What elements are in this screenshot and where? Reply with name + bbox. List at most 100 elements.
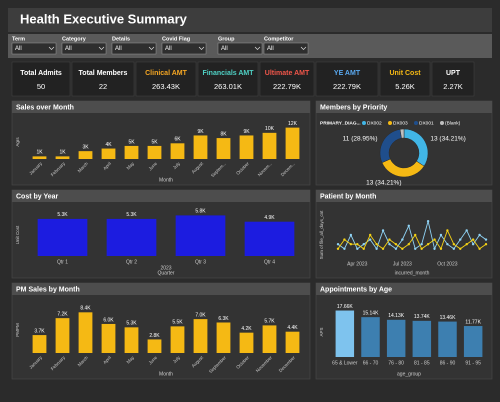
data-label: 13.46K [440, 315, 457, 321]
bar [412, 320, 432, 357]
filter-dropdown[interactable] [111, 42, 157, 55]
data-label: 5.3K [57, 212, 68, 218]
data-label: 7.0K [195, 312, 206, 318]
x-tick-label: 91 - 95 [465, 360, 481, 366]
bar [463, 326, 483, 357]
point [414, 247, 417, 250]
bar [55, 318, 70, 353]
point [459, 247, 462, 250]
x-tick-label: June [148, 355, 159, 366]
data-label: 1K [36, 150, 43, 156]
kpi-label: YE AMT [334, 70, 361, 77]
bar [438, 321, 457, 357]
point [426, 220, 430, 223]
bar [101, 148, 116, 159]
kpi-value: 263.01K [214, 82, 242, 91]
filter-dropdown[interactable] [161, 42, 207, 55]
bar [37, 218, 88, 256]
panel-title: Patient by Month [320, 193, 376, 200]
point [349, 243, 353, 246]
bar [239, 135, 254, 159]
x-tick-label: May [125, 354, 135, 364]
kpi-value: 22 [99, 82, 107, 91]
bar [244, 221, 295, 256]
y-axis-title: Unit Cost [15, 225, 20, 244]
data-label: 6.0K [103, 317, 114, 323]
filter-value: All [115, 46, 122, 52]
filter-dropdown[interactable] [263, 42, 309, 55]
data-label: 11.77K [465, 319, 481, 325]
legend-label: (Blank) [445, 120, 461, 126]
data-label: 4K [105, 142, 112, 148]
data-label: 1K [59, 150, 66, 156]
bar [78, 151, 93, 159]
kpi-label: Financials AMT [202, 70, 254, 77]
point [356, 243, 359, 246]
data-label: 4.4K [287, 325, 298, 331]
kpi-card [71, 61, 135, 97]
filter-dropdown[interactable] [217, 42, 263, 55]
point [446, 243, 449, 246]
kpi-value: 5.26K [395, 82, 415, 91]
bar [32, 335, 47, 353]
point [465, 243, 468, 246]
data-label: 3K [82, 144, 89, 150]
point [478, 233, 481, 237]
panel [315, 189, 493, 279]
point [484, 238, 488, 241]
filter-value: All [15, 46, 22, 52]
line [337, 221, 487, 251]
bar [361, 317, 380, 357]
x-tick-label: 66 - 70 [363, 360, 379, 366]
data-label: 13 (34.21%) [366, 180, 401, 187]
x-tick-label: June [148, 161, 159, 172]
point [394, 247, 398, 250]
kpi-value: 2.27K [443, 82, 463, 91]
x-axis-title: age_group [397, 371, 421, 377]
filter-dropdown[interactable] [11, 42, 57, 55]
data-label: 4.2K [241, 326, 252, 332]
panel-header [316, 283, 492, 295]
filter-dropdown[interactable] [61, 42, 107, 55]
bar [262, 132, 277, 159]
point [446, 229, 449, 232]
point [433, 247, 436, 250]
kpi-value: 222.79K [273, 82, 301, 91]
filter-label: Covid Flag [162, 36, 190, 42]
panel-header [316, 101, 492, 113]
kpi-value: 222.79K [333, 82, 361, 91]
x-tick-label: April [102, 161, 112, 171]
bar [101, 323, 116, 353]
point [478, 247, 481, 250]
line [337, 229, 487, 250]
x-tick-label: 86 - 90 [440, 360, 456, 366]
chevron [98, 46, 105, 50]
point [420, 243, 423, 246]
point [471, 243, 475, 246]
point [368, 233, 372, 237]
data-label: 5.5K [172, 320, 183, 326]
point [439, 233, 443, 237]
panel-header [12, 283, 310, 295]
x-axis-title: Month [159, 177, 173, 183]
data-label: 12K [288, 121, 298, 127]
bar [216, 138, 231, 159]
x-tick-label: Qtr 4 [264, 259, 275, 265]
panel-header [12, 190, 310, 202]
x-tick-label: 76 - 80 [388, 360, 404, 366]
data-label: 8.4K [80, 306, 91, 312]
kpi-label: Clinical AMT [145, 70, 187, 77]
legend-label: DX003 [393, 120, 408, 126]
kpi-value: 50 [37, 82, 45, 91]
point [388, 243, 391, 246]
y-axis-title: Agrs [15, 137, 20, 147]
point [433, 238, 436, 241]
data-label: 6K [174, 137, 181, 143]
x-tick-label: Jul 2023 [393, 261, 412, 267]
panel-title: Sales over Month [16, 104, 74, 111]
x-tick-label: 81 - 85 [414, 360, 430, 366]
data-label: 8K [220, 131, 227, 137]
point [407, 243, 410, 246]
data-label: 5.3K [126, 212, 137, 218]
